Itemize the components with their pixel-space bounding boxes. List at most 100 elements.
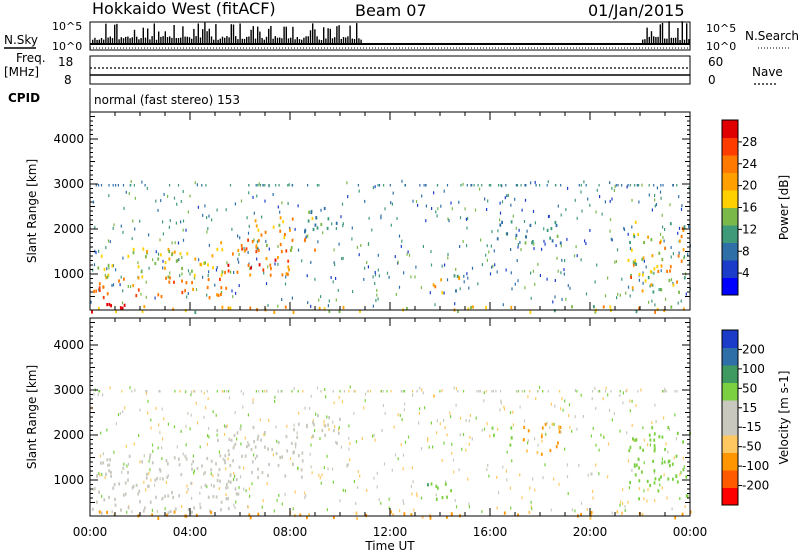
heatmap-cell [523, 390, 526, 393]
heatmap-cell [436, 214, 438, 218]
heatmap-cell [531, 507, 533, 511]
heatmap-cell [519, 405, 521, 409]
heatmap-cell [167, 247, 170, 252]
heatmap-cell [205, 406, 207, 410]
heatmap-cell [148, 233, 150, 237]
heatmap-cell [200, 485, 202, 489]
heatmap-cell [681, 512, 684, 516]
heatmap-cell [193, 506, 195, 510]
heatmap-cell [172, 307, 175, 311]
heatmap-cell [526, 449, 528, 453]
nsky-bar [142, 27, 144, 44]
heatmap-cell [206, 216, 208, 220]
heatmap-cell [149, 468, 151, 472]
heatmap-cell [374, 282, 376, 285]
heatmap-cell [98, 282, 101, 286]
nsky-bar [169, 36, 171, 44]
heatmap-cell [441, 496, 444, 500]
heatmap-cell [389, 184, 391, 187]
heatmap-cell [235, 478, 238, 482]
heatmap-cell [140, 292, 142, 296]
heatmap-cell [462, 182, 464, 186]
heatmap-cell [280, 390, 282, 393]
heatmap-cell [267, 265, 269, 269]
heatmap-cell [460, 184, 462, 187]
heatmap-cell [493, 433, 495, 437]
heatmap-cell [173, 425, 176, 429]
heatmap-cell [650, 283, 653, 287]
heatmap-cell [187, 269, 190, 273]
heatmap-cell [340, 215, 342, 219]
heatmap-cell [159, 431, 161, 435]
heatmap-cell [297, 248, 300, 252]
heatmap-cell [556, 256, 558, 260]
heatmap-cell [127, 285, 129, 288]
colorbar-swatch [722, 417, 738, 436]
heatmap-cell [135, 294, 138, 298]
nsky-bar [353, 39, 356, 44]
heatmap-cell [169, 219, 171, 223]
heatmap-cell [590, 511, 593, 515]
heatmap-cell [391, 468, 393, 472]
heatmap-cell [292, 462, 294, 466]
heatmap-cell [459, 245, 461, 248]
heatmap-cell [443, 441, 445, 445]
heatmap-cell [129, 386, 131, 390]
nsky-bar [646, 27, 648, 44]
heatmap-cell [483, 427, 486, 431]
heatmap-cell [384, 207, 386, 211]
heatmap-cell [443, 291, 445, 295]
heatmap-cell [544, 422, 547, 427]
heatmap-cell [496, 475, 498, 479]
heatmap-cell [394, 453, 397, 457]
heatmap-cell [676, 184, 678, 187]
heatmap-cell [234, 474, 236, 478]
heatmap-cell [356, 245, 358, 249]
heatmap-cell [468, 502, 470, 506]
heatmap-cell [231, 227, 233, 231]
heatmap-cell [266, 389, 268, 393]
heatmap-cell [436, 419, 438, 423]
heatmap-cell [605, 390, 607, 393]
heatmap-cell [100, 431, 102, 435]
heatmap-cell [674, 516, 677, 520]
heatmap-cell [219, 479, 221, 483]
heatmap-cell [553, 422, 555, 426]
heatmap-cell [567, 284, 569, 288]
nsky-bar [681, 21, 683, 44]
heatmap-cell [539, 274, 541, 277]
heatmap-cell [214, 283, 216, 287]
heatmap-cell [164, 494, 166, 498]
heatmap-cell [173, 456, 176, 460]
heatmap-cell [216, 266, 218, 269]
heatmap-cell [263, 271, 265, 275]
heatmap-cell [655, 420, 657, 423]
heatmap-cell [103, 498, 106, 502]
heatmap-cell [137, 276, 140, 280]
nsky-bar [340, 39, 342, 44]
heatmap-cell [634, 259, 637, 263]
heatmap-cell [98, 249, 100, 253]
heatmap-cell [185, 228, 187, 232]
heatmap-cell [530, 181, 532, 185]
heatmap-cell [332, 480, 334, 484]
heatmap-cell [306, 274, 308, 278]
heatmap-cell [487, 199, 489, 203]
heatmap-cell [326, 508, 328, 512]
velocity-x-axis: 00:00 04:00 08:00 12:00 16:00 20:00 00:00 [73, 525, 708, 539]
heatmap-cell [211, 254, 214, 258]
heatmap-cell [341, 257, 343, 261]
heatmap-cell [102, 285, 105, 289]
heatmap-cell [495, 390, 497, 393]
heatmap-cell [653, 438, 656, 442]
heatmap-cell [240, 424, 242, 428]
heatmap-cell [684, 505, 686, 509]
heatmap-cell [390, 223, 392, 227]
heatmap-cell [268, 419, 270, 423]
nsky-bar [268, 28, 270, 44]
heatmap-cell [660, 196, 662, 200]
heatmap-cell [347, 463, 349, 467]
nsky-bar [133, 29, 136, 44]
heatmap-cell [629, 481, 631, 485]
heatmap-cell [227, 507, 230, 511]
